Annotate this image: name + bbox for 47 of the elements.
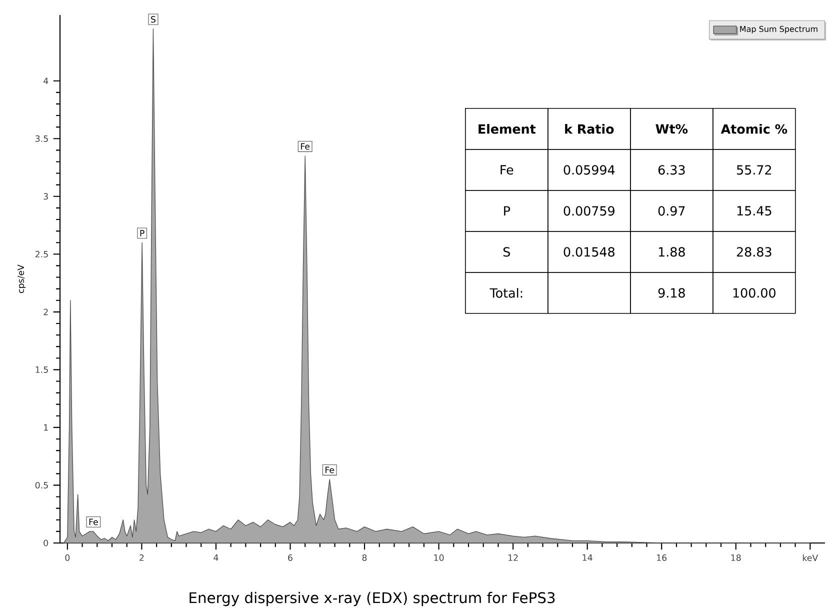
text: Energy dispersive x-ray (EDX) spectrum for FePS3 xyxy=(190,592,555,606)
y-tick-label: 3 xyxy=(44,193,48,200)
x-tick-label: 10 xyxy=(434,554,444,561)
annotation: 55.72 xyxy=(737,165,772,175)
annotation: S xyxy=(151,16,156,23)
annotation: S xyxy=(503,247,510,257)
y-tick-label: 3.5 xyxy=(36,135,48,142)
annotation: 1.88 xyxy=(658,247,685,257)
annotation: Wt% xyxy=(656,124,688,134)
y-tick-label: 2 xyxy=(44,308,48,316)
annotation: 0.01548 xyxy=(564,247,614,257)
annotation: Total: xyxy=(490,288,522,298)
x-tick-label: 4 xyxy=(214,554,218,561)
annotation: k Ratio xyxy=(565,124,614,134)
legend-label: Map Sum Spectrum xyxy=(740,26,818,34)
x-tick-label: 6 xyxy=(288,554,292,561)
annotation: P xyxy=(504,206,510,216)
x-tick-label: keV xyxy=(802,554,818,562)
y-tick-label: 0 xyxy=(44,540,48,546)
y-tick-label: 4 xyxy=(44,78,48,84)
y-tick-label: 1.5 xyxy=(36,366,48,373)
annotation: Fe xyxy=(326,466,334,474)
annotation: Element xyxy=(478,124,536,134)
annotation: 6.33 xyxy=(658,165,685,175)
annotation: 0.05994 xyxy=(564,165,615,175)
x-tick-label: 16 xyxy=(657,554,667,561)
annotation: 28.83 xyxy=(736,247,772,257)
y-tick-label: 2.5 xyxy=(35,250,48,258)
x-tick-label: 12 xyxy=(508,554,518,561)
x-tick-label: 14 xyxy=(582,554,592,561)
annotation: Atomic % xyxy=(720,124,788,134)
y-axis-title: cps/eV xyxy=(18,264,26,293)
annotation: 0.00759 xyxy=(564,206,614,216)
annotation: Fe xyxy=(89,518,98,526)
annotation: Fe xyxy=(500,165,514,175)
x-tick-label: 0 xyxy=(65,554,70,561)
x-tick-label: 2 xyxy=(140,554,144,561)
annotation: P xyxy=(140,230,144,236)
annotation: 9.18 xyxy=(658,288,685,298)
x-tick-label: 18 xyxy=(731,554,741,561)
annotation: Fe xyxy=(301,143,310,150)
y-tick-label: 0.5 xyxy=(35,482,48,488)
annotation: 0.97 xyxy=(658,206,685,216)
x-tick-label: 8 xyxy=(362,554,367,561)
annotation: 15.45 xyxy=(737,206,772,216)
y-tick-label: 1 xyxy=(44,424,48,431)
annotation: 100.00 xyxy=(733,288,776,298)
